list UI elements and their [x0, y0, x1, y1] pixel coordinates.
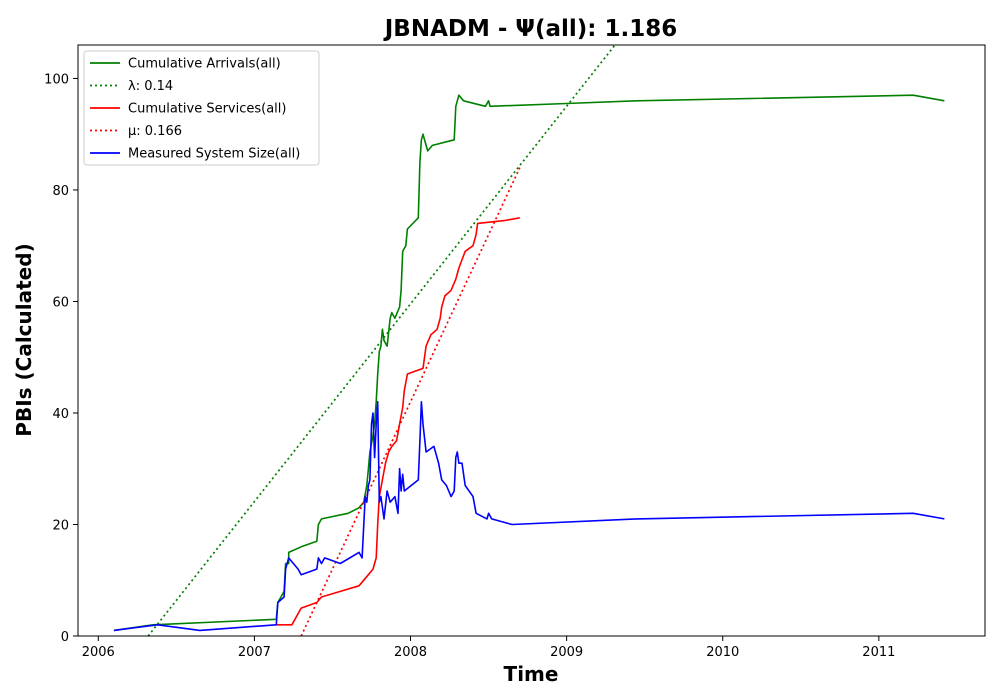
series-line-cumulative-services-all — [276, 217, 520, 626]
legend-label: Cumulative Arrivals(all) — [128, 57, 281, 72]
series-line-measured-system-size-all — [113, 400, 945, 632]
legend: Cumulative Arrivals(all) λ: 0.14 Cumulativ… — [83, 50, 320, 166]
plot-area — [77, 44, 986, 637]
legend-box — [83, 50, 320, 166]
y-tick-label: 20 — [52, 518, 69, 533]
x-axis-title: Time — [504, 662, 559, 686]
chart-title: JBNADM - Ψ(all): 1.186 — [383, 16, 678, 42]
legend-label: λ: 0.14 — [128, 79, 173, 94]
x-tick-label: 2009 — [550, 645, 583, 660]
x-axis: 2006 2007 2008 2009 2010 2011 — [82, 636, 895, 660]
x-tick-label: 2011 — [862, 645, 895, 660]
y-axis: 0 20 40 60 80 100 — [44, 72, 78, 645]
legend-label: μ: 0.166 — [128, 124, 182, 139]
x-tick-label: 2010 — [706, 645, 739, 660]
y-tick-label: 40 — [52, 407, 69, 422]
series-layer — [113, 45, 945, 636]
legend-label: Cumulative Services(all) — [128, 102, 286, 117]
series-line-cumulative-arrivals-all — [113, 94, 945, 632]
y-tick-label: 80 — [52, 184, 69, 199]
y-tick-label: 0 — [61, 630, 69, 645]
series-line-0-14 — [147, 45, 616, 636]
y-tick-label: 60 — [52, 295, 69, 310]
series-line-0-166 — [300, 167, 521, 636]
y-tick-label: 100 — [44, 72, 69, 87]
x-tick-label: 2007 — [238, 645, 271, 660]
x-tick-label: 2008 — [394, 645, 427, 660]
plot-frame — [77, 44, 986, 637]
y-axis-title: PBIs (Calculated) — [12, 243, 36, 436]
x-tick-label: 2006 — [82, 645, 115, 660]
legend-label: Measured System Size(all) — [128, 147, 300, 162]
